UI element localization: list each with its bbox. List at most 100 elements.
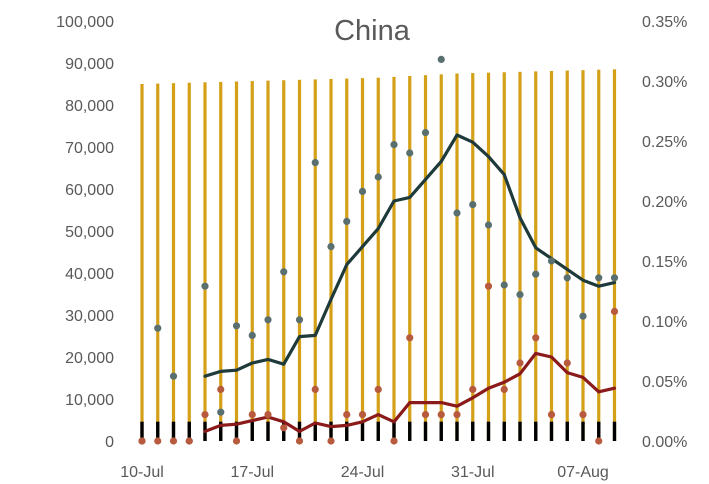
black-bar-27-Jul (408, 421, 412, 441)
point-2-15-Jul (217, 408, 225, 416)
gold-bar-24-Jul (360, 78, 365, 442)
black-bar-30-Jul (455, 421, 459, 441)
point-4-05-Aug (547, 411, 556, 419)
point-2-23-Jul (343, 217, 351, 225)
black-bar-25-Jul (376, 421, 380, 441)
point-4-30-Jul (453, 411, 461, 419)
left-tick-label: 50,000 (65, 224, 114, 241)
point-2-04-Aug (532, 270, 540, 278)
left-axis-ticks: 0 10,000 20,000 30,000 40,000 50,000 60,000 70,… (56, 14, 114, 451)
black-bar-28-Jul (423, 421, 428, 441)
point-4-10-Jul (138, 437, 146, 445)
gold-bar-09-Aug (612, 69, 617, 442)
scatter-series (138, 55, 619, 445)
left-tick-label: 10,000 (65, 392, 114, 409)
gold-bar-17-Jul (250, 81, 254, 441)
black-bar-09-Aug (612, 421, 617, 441)
point-4-13-Jul (185, 437, 193, 445)
point-2-31-Jul (469, 201, 477, 209)
gold-bar-13-Jul (187, 82, 191, 442)
left-tick-label: 20,000 (65, 350, 114, 367)
point-2-21-Jul (311, 159, 319, 167)
black-bar-26-Jul (392, 421, 396, 441)
gold-bar-25-Jul (376, 77, 380, 441)
black-bar-11-Jul (156, 421, 160, 441)
gold-bar-01-Aug (486, 72, 491, 441)
point-2-29-Jul (437, 55, 445, 64)
point-2-24-Jul (358, 187, 367, 195)
point-4-16-Jul (232, 437, 241, 445)
right-tick-label: 0.20% (642, 194, 687, 211)
point-2-08-Aug (595, 274, 603, 282)
black-bar-07-Aug (581, 421, 585, 441)
black-bar-05-Aug (549, 421, 554, 441)
point-2-01-Aug (484, 221, 493, 229)
x-tick-label: 07-Aug (557, 464, 609, 481)
black-bar-08-Aug (597, 421, 601, 441)
point-4-15-Jul (217, 385, 225, 393)
point-2-06-Aug (563, 274, 571, 282)
point-2-26-Jul (390, 141, 398, 149)
black-bar-10-Jul (140, 421, 144, 441)
black-bar-02-Aug (502, 421, 506, 441)
gold-bar-28-Jul (423, 75, 428, 442)
gold-bar-series (140, 69, 617, 442)
left-tick-label: 60,000 (65, 182, 114, 199)
line-series-5 (203, 351, 617, 433)
point-2-25-Jul (374, 173, 382, 181)
black-bar-24-Jul (360, 421, 365, 441)
gold-bar-11-Jul (156, 83, 160, 441)
gold-bar-22-Jul (329, 78, 333, 442)
point-2-14-Jul (201, 282, 209, 290)
point-4-06-Aug (563, 359, 571, 367)
gold-bar-06-Aug (565, 70, 569, 441)
x-tick-label: 31-Jul (451, 464, 495, 481)
gold-bar-27-Jul (408, 76, 412, 442)
point-4-28-Jul (421, 411, 430, 419)
point-4-09-Aug (610, 307, 619, 315)
right-tick-label: 0.30% (642, 74, 687, 91)
point-2-17-Jul (248, 331, 256, 339)
x-tick-label: 24-Jul (341, 464, 385, 481)
gold-bar-14-Jul (203, 82, 207, 441)
black-bar-04-Aug (534, 421, 538, 441)
point-4-08-Aug (595, 437, 603, 445)
black-bar-16-Jul (234, 421, 239, 441)
gold-bar-07-Aug (581, 70, 585, 441)
point-4-21-Jul (311, 385, 319, 393)
black-bar-17-Jul (250, 421, 254, 441)
black-bar-21-Jul (313, 421, 317, 441)
left-tick-label: 70,000 (65, 140, 114, 157)
point-4-26-Jul (390, 437, 398, 445)
gold-bar-02-Aug (502, 72, 506, 442)
point-4-14-Jul (201, 411, 209, 419)
point-4-31-Jul (469, 385, 477, 393)
point-2-18-Jul (264, 316, 272, 324)
point-4-25-Jul (374, 385, 382, 393)
gold-bar-08-Aug (597, 69, 601, 441)
line-series (203, 133, 617, 433)
point-4-01-Aug (484, 282, 493, 290)
gold-bar-26-Jul (392, 76, 396, 442)
x-tick-label: 17-Jul (230, 464, 274, 481)
gold-bar-12-Jul (171, 83, 176, 441)
point-2-27-Jul (406, 149, 414, 157)
point-4-11-Jul (154, 437, 162, 445)
gold-bar-04-Aug (534, 71, 538, 442)
point-4-22-Jul (327, 437, 335, 445)
black-bar-23-Jul (345, 421, 349, 441)
gold-bar-03-Aug (518, 71, 522, 441)
point-2-28-Jul (421, 129, 430, 137)
left-tick-label: 80,000 (65, 98, 114, 115)
point-2-11-Jul (154, 324, 162, 332)
black-bar-29-Jul (439, 421, 443, 441)
right-axis-ticks: 0.00% 0.05% 0.10% 0.15% 0.20% 0.25% 0.30% 0.35% (642, 14, 687, 451)
point-2-02-Aug (500, 281, 508, 289)
right-tick-label: 0.05% (642, 374, 687, 391)
x-tick-label: 10-Jul (120, 464, 164, 481)
gold-bar-05-Aug (549, 70, 554, 441)
black-bar-13-Jul (187, 421, 191, 441)
left-tick-label: 90,000 (65, 56, 114, 73)
point-4-12-Jul (169, 437, 178, 445)
